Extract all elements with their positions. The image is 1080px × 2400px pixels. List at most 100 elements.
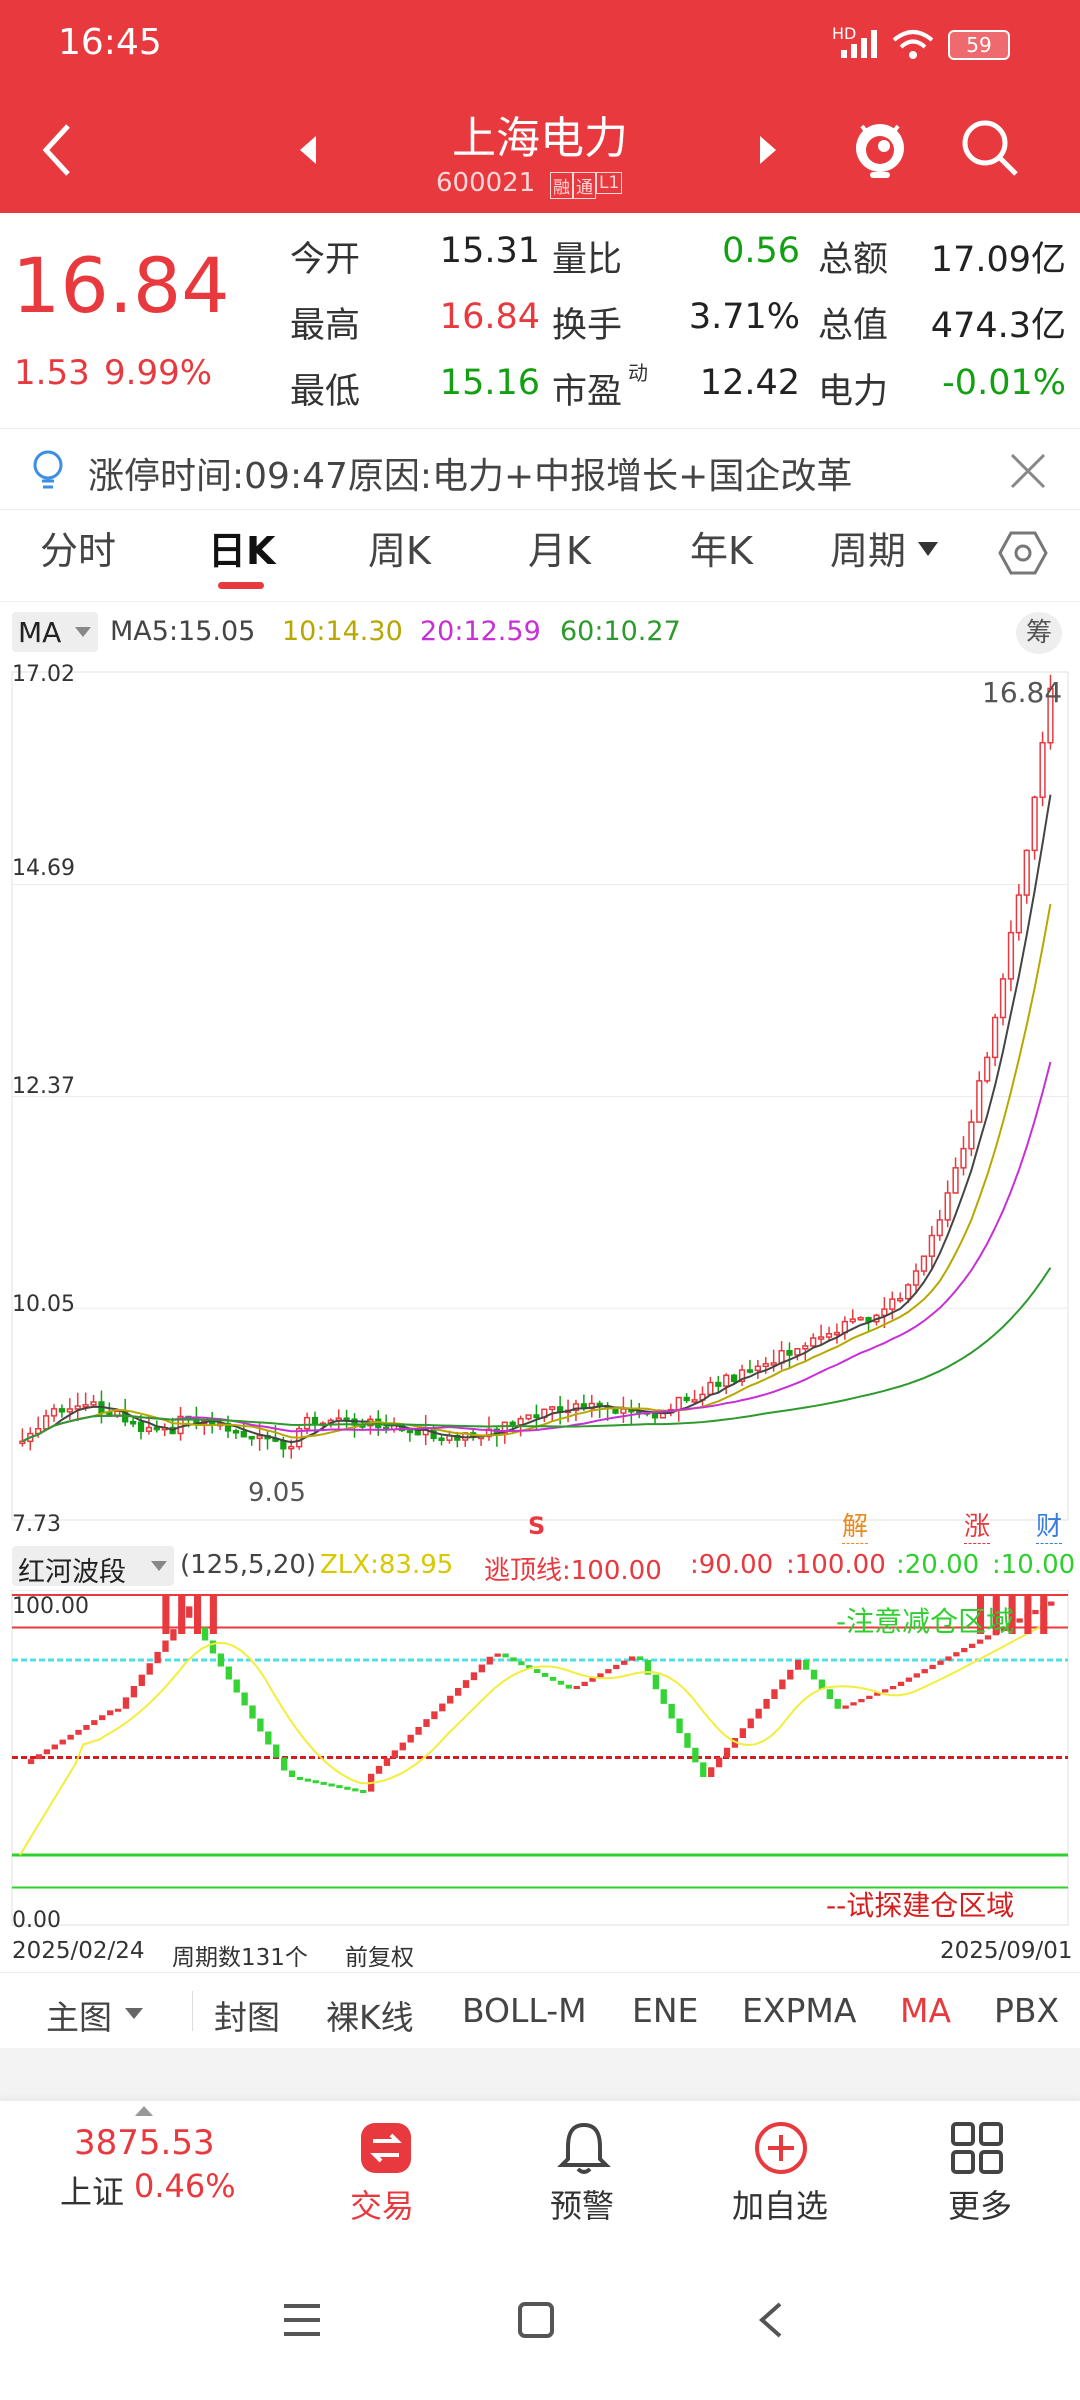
search-icon[interactable] (958, 116, 1022, 180)
battery-icon: 59 (948, 30, 1010, 60)
limit-up-marker[interactable]: 涨 (964, 1506, 990, 1544)
trade-label[interactable]: 交易 (350, 2181, 414, 2227)
tool-expma[interactable]: EXPMA (742, 1991, 856, 2030)
candle-body (550, 1407, 555, 1409)
tab-daily[interactable]: 日K (208, 520, 275, 575)
candle-body (755, 1366, 760, 1370)
assistant-icon[interactable] (848, 112, 912, 182)
candle-body (257, 1436, 262, 1439)
chip-button[interactable]: 筹 (1016, 612, 1062, 654)
candle-body (882, 1309, 887, 1315)
wave-bar (787, 1670, 793, 1680)
status-time: 16:45 (58, 22, 162, 63)
tab-weekly[interactable]: 周K (368, 520, 431, 575)
chevron-down-icon (124, 2007, 144, 2021)
candle-body (281, 1441, 286, 1449)
ma20-line (22, 1062, 1050, 1441)
high-label: 最高 (290, 297, 360, 348)
tab-monthly[interactable]: 月K (528, 520, 591, 575)
alert-label[interactable]: 预警 (550, 2181, 614, 2227)
indicator-chart[interactable] (0, 1590, 1080, 1930)
level1-badge: L1 (596, 172, 622, 194)
wave-bar (226, 1667, 232, 1680)
prev-stock-icon[interactable] (296, 130, 320, 170)
wave-bar (344, 1787, 350, 1790)
tool-pbx[interactable]: PBX (994, 1991, 1059, 2030)
wave-bar (755, 1709, 761, 1719)
indicator-bottom-label: 0.00 (12, 1908, 61, 1933)
index-value[interactable]: 3875.53 (74, 2123, 215, 2163)
tool-naked-k[interactable]: 裸K线 (326, 1991, 414, 2039)
wave-bar (961, 1648, 967, 1652)
wave-bar (463, 1680, 469, 1688)
ma-selector[interactable]: MA (12, 612, 98, 652)
bell-icon[interactable] (556, 2119, 612, 2177)
menu-icon[interactable] (282, 2300, 322, 2340)
candle-body (234, 1431, 239, 1433)
candle-body (408, 1430, 413, 1432)
add-watchlist-icon[interactable] (752, 2119, 810, 2177)
wave-bar (376, 1766, 382, 1774)
next-stock-icon[interactable] (756, 130, 780, 170)
wave-bar (115, 1709, 121, 1712)
main-chart-selector[interactable]: 主图 (46, 1991, 112, 2039)
candle-body (139, 1422, 144, 1431)
wave-bar (890, 1686, 896, 1689)
wave-bar (431, 1711, 437, 1719)
indicator-zlx: ZLX:83.95 (320, 1550, 453, 1580)
more-label[interactable]: 更多 (948, 2181, 1012, 2227)
wifi-icon (890, 26, 936, 62)
ma60-value: 60:10.27 (560, 616, 681, 647)
kline-chart[interactable] (0, 660, 1080, 1540)
indicator-selector[interactable]: 红河波段 (12, 1546, 174, 1586)
unlock-marker[interactable]: 解 (842, 1506, 868, 1544)
top-spike (1024, 1595, 1031, 1634)
sector-label[interactable]: 电力 (818, 363, 888, 414)
tab-yearly[interactable]: 年K (690, 520, 753, 575)
connect-badge: 通 (573, 172, 596, 199)
wave-bar (763, 1699, 769, 1709)
tab-intraday[interactable]: 分时 (40, 520, 116, 575)
more-grid-icon[interactable] (950, 2121, 1004, 2175)
system-back-icon[interactable] (756, 2300, 786, 2340)
ma20-value: 20:12.59 (420, 616, 541, 647)
candle-body (937, 1220, 942, 1236)
add-watchlist-label[interactable]: 加自选 (732, 2181, 828, 2227)
candle-body (621, 1409, 626, 1413)
signal-icon (835, 28, 885, 60)
candle-body (929, 1236, 934, 1257)
wave-bar (621, 1661, 627, 1665)
candle-body (692, 1400, 697, 1402)
wave-bar (661, 1689, 667, 1704)
wave-bar (170, 1629, 176, 1640)
back-icon[interactable] (38, 120, 78, 180)
ma10-line (22, 904, 1050, 1441)
wave-bar (637, 1656, 643, 1660)
wave-bar (392, 1750, 398, 1758)
tool-boll[interactable]: BOLL-M (462, 1991, 587, 2030)
close-icon[interactable] (1008, 451, 1048, 491)
period-count: 周期数131个 (172, 1938, 308, 1972)
candle-body (52, 1409, 57, 1416)
tab-period[interactable]: 周期 (830, 520, 906, 575)
wave-bar (716, 1758, 722, 1768)
wave-bar (510, 1657, 516, 1661)
wave-bar (518, 1661, 524, 1665)
trade-icon[interactable] (359, 2121, 413, 2175)
finance-marker[interactable]: 财 (1036, 1506, 1062, 1544)
wave-bar (384, 1758, 390, 1766)
candle-body (415, 1431, 420, 1435)
wave-bar (154, 1652, 160, 1663)
tool-ene[interactable]: ENE (632, 1991, 698, 2030)
wave-bar (708, 1767, 714, 1777)
home-icon[interactable] (516, 2300, 556, 2340)
settings-hexagon-icon[interactable] (998, 528, 1048, 578)
tool-ma[interactable]: MA (900, 1991, 951, 2030)
wave-bar (534, 1669, 540, 1673)
tool-fengtu[interactable]: 封图 (214, 1991, 280, 2039)
limit-up-notice[interactable]: 涨停时间:09:47原因:电力+中报增长+国企改革 (0, 428, 1080, 510)
wave-bar (336, 1785, 342, 1788)
wave-bar (542, 1673, 548, 1677)
candle-body (44, 1416, 49, 1429)
notice-text: 涨停时间:09:47原因:电力+中报增长+国企改革 (88, 447, 852, 499)
